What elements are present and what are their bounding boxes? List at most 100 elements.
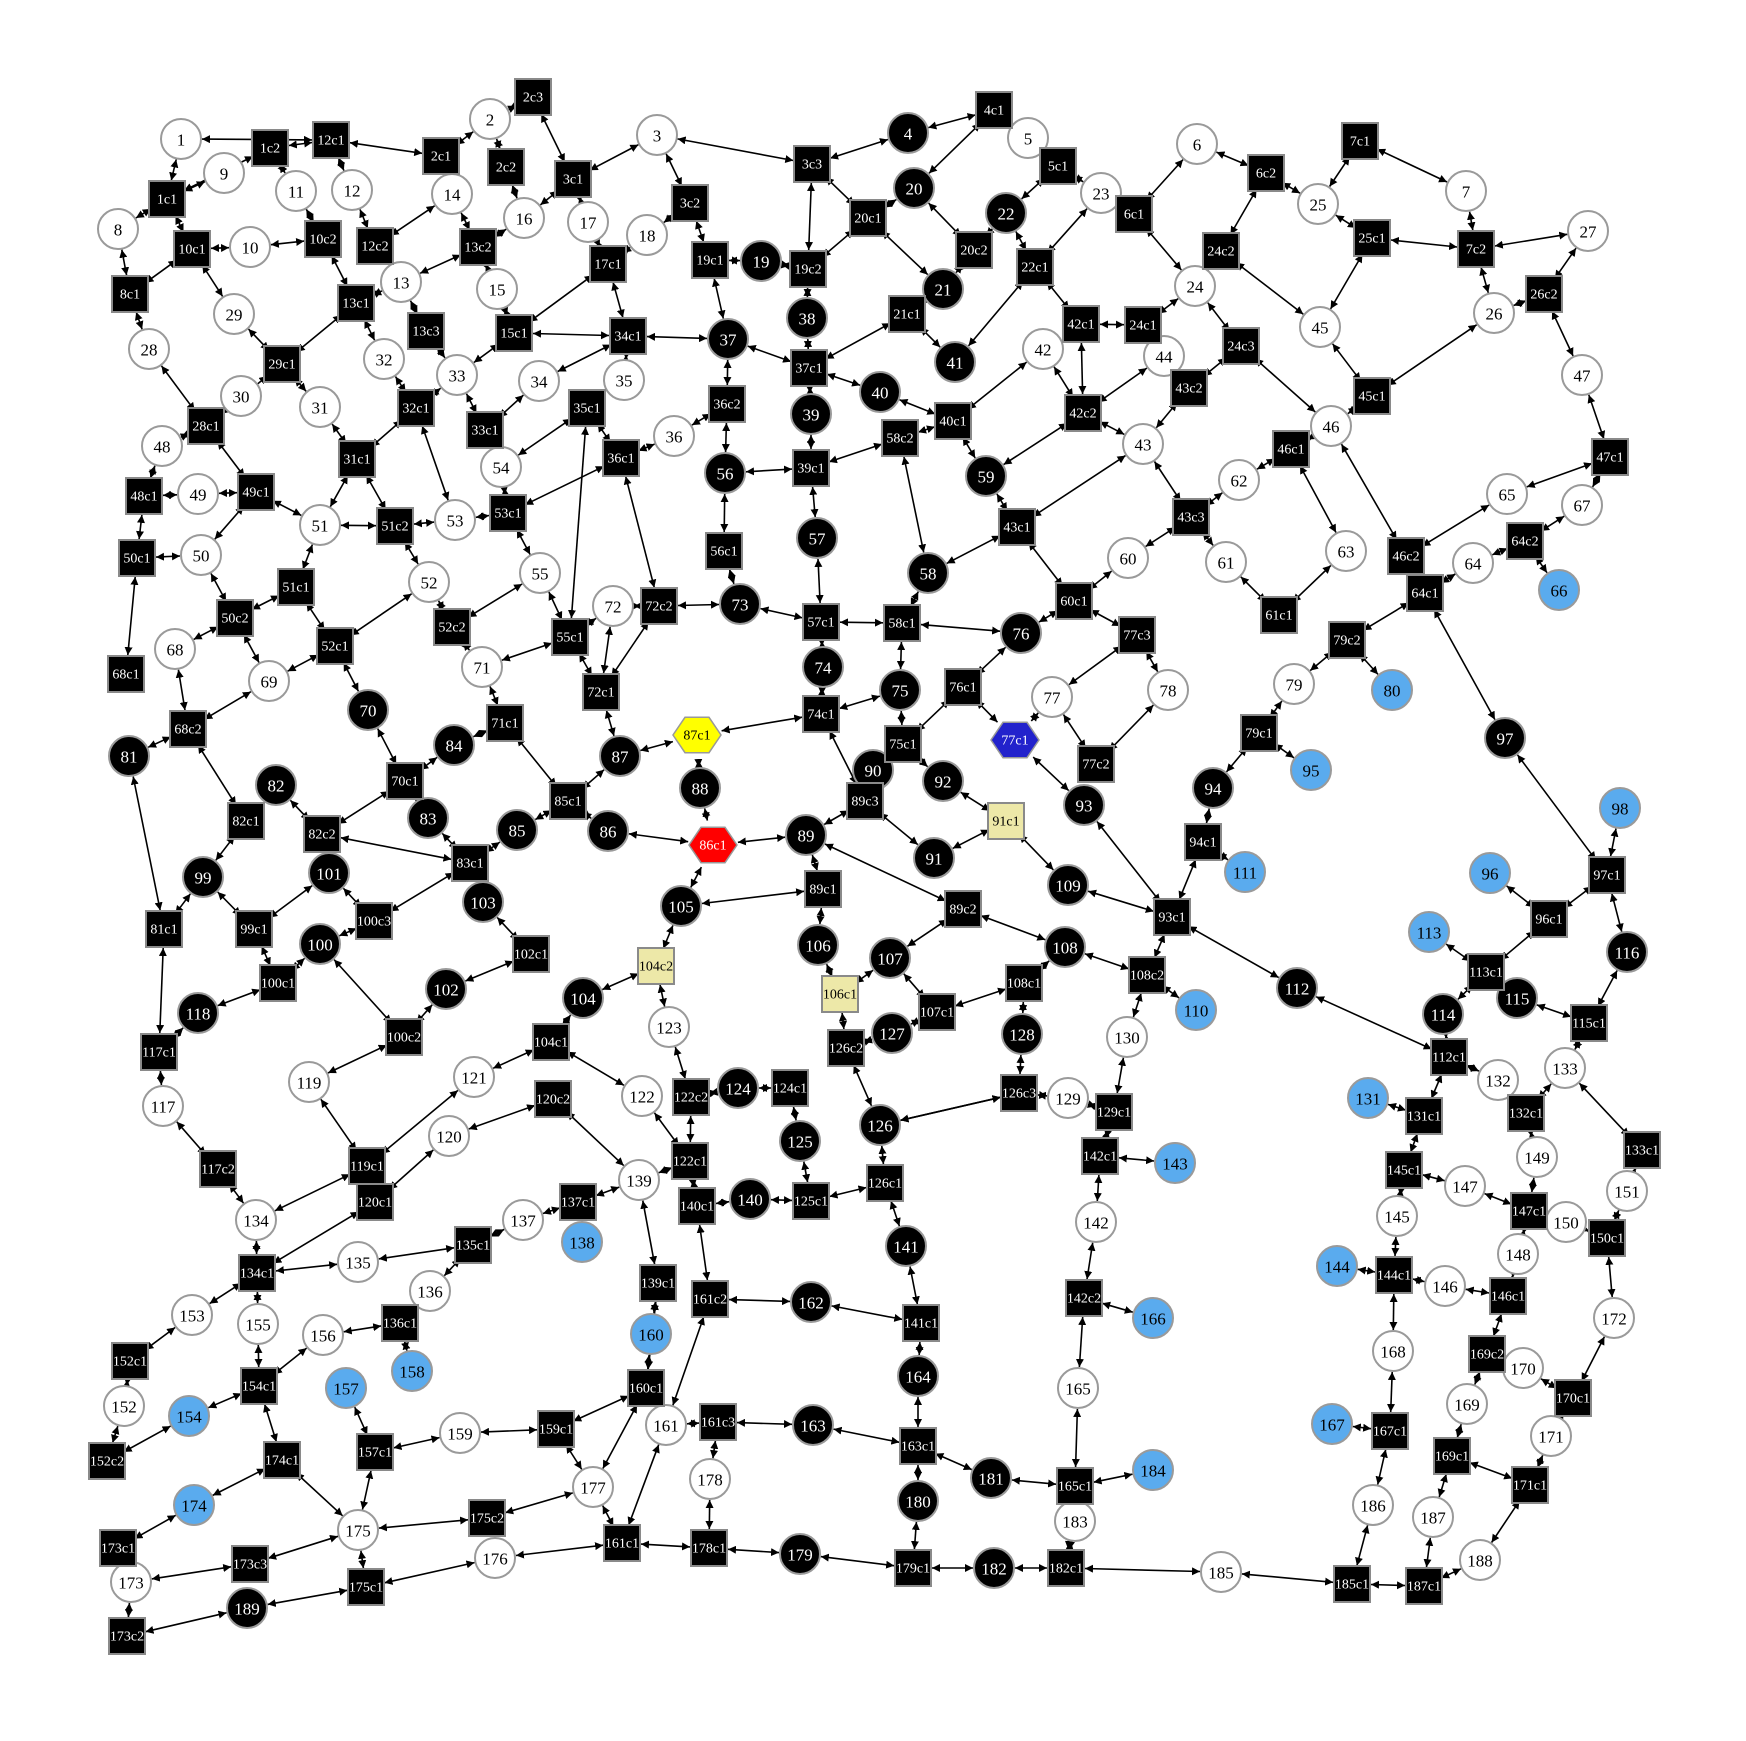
- node-circle: [1290, 749, 1332, 791]
- node-circle: [1273, 663, 1315, 705]
- node-label: 85c1: [554, 795, 581, 810]
- graph-node-113: 113: [1408, 911, 1450, 953]
- edge-45-45c1: [1331, 343, 1362, 382]
- edge-92-91c1: [960, 791, 991, 812]
- edge-100c1-118: [217, 988, 261, 1007]
- node-label: 142c1: [1083, 1150, 1117, 1165]
- node-label: 31: [312, 399, 329, 418]
- graph-node-17: 17: [567, 201, 609, 243]
- edge-43-43c3: [1153, 461, 1182, 502]
- node-circle: [785, 814, 827, 856]
- edge-172-170c1: [1580, 1336, 1606, 1382]
- graph-node-159c1: 159c1: [537, 1410, 575, 1448]
- node-square: [1005, 964, 1043, 1002]
- graph-node-84: 84: [433, 724, 475, 766]
- graph-node-68c1: 68c1: [107, 655, 145, 693]
- node-label: 92: [935, 773, 952, 792]
- node-circle: [425, 968, 467, 1010]
- node-label: 96c1: [1535, 913, 1562, 928]
- node-label: 120: [436, 1128, 462, 1147]
- graph-node-173c1: 173c1: [99, 1529, 137, 1567]
- node-circle: [1606, 1170, 1648, 1212]
- node-circle: [1080, 172, 1122, 214]
- node-label: 72: [605, 598, 622, 617]
- node-label: 187c1: [1407, 1580, 1441, 1595]
- node-circle: [255, 764, 297, 806]
- graph-node-185c1: 185c1: [1333, 1565, 1371, 1603]
- graph-node-32c1: 32c1: [397, 389, 435, 427]
- node-label: 75: [892, 682, 909, 701]
- node-circle: [1593, 1297, 1635, 1339]
- edge-161c3-163: [736, 1418, 793, 1429]
- node-label: 105: [668, 898, 694, 917]
- node-label: 28c1: [192, 420, 219, 435]
- node-square: [802, 603, 840, 641]
- node-square: [637, 947, 675, 985]
- graph-node-26c2: 26c2: [1525, 275, 1563, 313]
- edge-19-19c2: [780, 260, 791, 270]
- node-label: 79: [1286, 676, 1303, 695]
- edge-82c2-83c1: [340, 835, 452, 862]
- node-label: 1: [177, 131, 186, 150]
- edge-174c1-174: [212, 1467, 266, 1497]
- node-label: 13c2: [464, 241, 491, 256]
- edge-51-51c1: [302, 544, 314, 570]
- node-label: 29c1: [268, 358, 295, 373]
- edge-24c2-45: [1235, 261, 1304, 315]
- node-label: 43c3: [1177, 511, 1204, 526]
- node-label: 150: [1553, 1214, 1579, 1233]
- node-circle: [603, 359, 645, 401]
- node-square: [602, 439, 640, 477]
- edge-89-89c1: [810, 854, 819, 872]
- node-label: 59: [978, 468, 995, 487]
- graph-node-73: 73: [719, 583, 761, 625]
- node-square: [975, 91, 1013, 129]
- node-label: 22: [998, 205, 1015, 224]
- node-circle: [1452, 542, 1494, 584]
- edge-161c1-176: [515, 1542, 604, 1559]
- graph-node-94c1: 94c1: [1184, 823, 1222, 861]
- node-label: 50c1: [123, 552, 150, 567]
- node-label: 84: [446, 737, 464, 756]
- edge-89c2-107: [906, 918, 948, 947]
- node-circle: [235, 1199, 277, 1241]
- node-circle: [1107, 537, 1149, 579]
- node-label: 56c1: [710, 545, 737, 560]
- graph-node-174: 174: [173, 1484, 215, 1526]
- graph-node-10c2: 10c2: [304, 220, 342, 258]
- edge-46-46c2: [1340, 443, 1398, 540]
- node-label: 100c1: [261, 977, 295, 992]
- graph-node-117: 117: [142, 1085, 184, 1127]
- edge-49c1-50: [214, 505, 245, 540]
- edge-40c1-59: [962, 436, 976, 459]
- edge-142c2-142: [1084, 1242, 1096, 1280]
- node-square: [690, 1529, 728, 1567]
- node-label: 96: [1482, 865, 1499, 884]
- node-label: 104c2: [639, 960, 673, 975]
- graph-node-3c3: 3c3: [793, 145, 831, 183]
- edge-13-13c3: [409, 300, 419, 315]
- node-label: 44: [1156, 348, 1174, 367]
- node-circle: [469, 98, 511, 140]
- node-label: 187: [1420, 1509, 1446, 1528]
- node-label: 182: [981, 1560, 1007, 1579]
- edge-52c1-70: [342, 662, 360, 692]
- edge-100c2-100: [333, 959, 392, 1024]
- graph-node-71c1: 71c1: [486, 704, 524, 742]
- node-label: 43c2: [1175, 382, 1202, 397]
- graph-node-21: 21: [922, 268, 964, 310]
- node-circle: [347, 689, 389, 731]
- edge-49c1-51: [272, 499, 302, 517]
- node-label: 143: [1162, 1155, 1188, 1174]
- graph-node-39: 39: [790, 393, 832, 435]
- node-circle: [1446, 1383, 1488, 1425]
- graph-node-13c2: 13c2: [459, 228, 497, 266]
- edge-13c2-13: [419, 254, 462, 275]
- node-label: 65: [1499, 486, 1516, 505]
- edge-43-43c1: [1032, 454, 1126, 518]
- node-label: 124c1: [773, 1082, 807, 1097]
- node-square: [532, 1023, 570, 1061]
- node-label: 57c1: [807, 616, 834, 631]
- graph-node-55: 55: [519, 552, 561, 594]
- graph-node-52: 52: [408, 561, 450, 603]
